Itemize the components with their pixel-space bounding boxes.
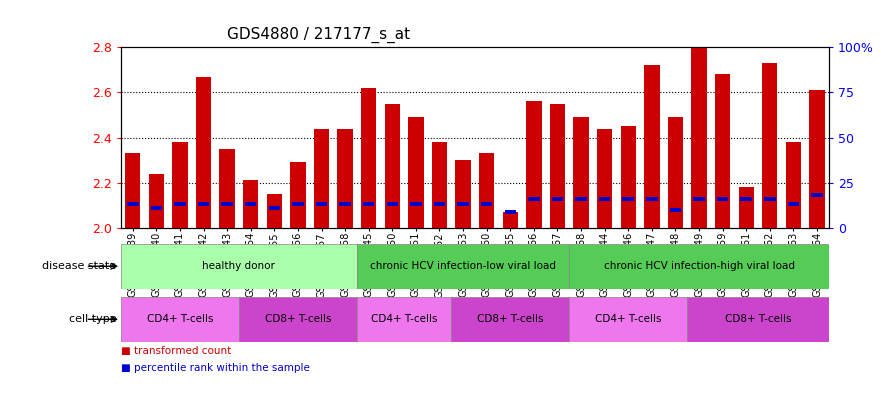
Bar (357, 297, 452, 342)
Bar (125, 153, 141, 228)
Bar (811, 193, 823, 197)
Bar (717, 197, 728, 201)
Bar (172, 142, 187, 228)
Text: chronic HCV infection-high viral load: chronic HCV infection-high viral load (604, 261, 795, 271)
Text: CD8+ T-cells: CD8+ T-cells (264, 314, 332, 324)
Bar (762, 63, 778, 228)
Bar (410, 202, 422, 206)
Bar (550, 104, 565, 228)
Bar (646, 197, 658, 201)
Bar (269, 206, 280, 210)
Bar (220, 149, 235, 228)
Text: CD4+ T-cells: CD4+ T-cells (371, 314, 437, 324)
Text: GDS4880 / 217177_s_at: GDS4880 / 217177_s_at (228, 27, 410, 43)
Bar (121, 244, 357, 289)
Bar (315, 202, 327, 206)
Text: CD4+ T-cells: CD4+ T-cells (595, 314, 661, 324)
Bar (692, 24, 707, 228)
Bar (363, 202, 375, 206)
Bar (503, 212, 518, 228)
Bar (239, 297, 357, 342)
Bar (809, 90, 824, 228)
Bar (455, 160, 470, 228)
Bar (694, 197, 705, 201)
Bar (340, 202, 351, 206)
Bar (786, 142, 801, 228)
Bar (151, 206, 162, 210)
Bar (432, 142, 447, 228)
Bar (221, 202, 233, 206)
Bar (599, 197, 610, 201)
Text: ■ percentile rank within the sample: ■ percentile rank within the sample (121, 364, 310, 373)
Text: disease state: disease state (42, 261, 116, 271)
Bar (357, 244, 569, 289)
Bar (149, 174, 164, 228)
Bar (198, 202, 210, 206)
Bar (338, 129, 353, 228)
Text: cell type: cell type (69, 314, 116, 324)
Bar (788, 202, 799, 206)
Bar (573, 117, 589, 228)
Bar (245, 202, 256, 206)
Bar (715, 74, 730, 228)
Bar (267, 194, 282, 228)
Bar (384, 104, 400, 228)
Bar (621, 126, 636, 228)
Bar (127, 202, 139, 206)
Bar (361, 88, 376, 228)
Bar (504, 209, 516, 214)
Bar (528, 197, 539, 201)
Bar (597, 129, 612, 228)
Bar (623, 197, 634, 201)
Bar (121, 297, 239, 342)
Bar (569, 297, 687, 342)
Bar (738, 187, 754, 228)
Bar (687, 297, 829, 342)
Bar (764, 197, 776, 201)
Bar (452, 297, 569, 342)
Bar (314, 129, 329, 228)
Bar (409, 117, 424, 228)
Bar (292, 202, 304, 206)
Bar (386, 202, 398, 206)
Bar (457, 202, 469, 206)
Bar (575, 197, 587, 201)
Bar (174, 202, 185, 206)
Bar (740, 197, 752, 201)
Text: ■ transformed count: ■ transformed count (121, 346, 231, 356)
Bar (196, 77, 211, 228)
Bar (669, 208, 681, 212)
Bar (479, 153, 495, 228)
Bar (668, 117, 683, 228)
Bar (644, 65, 659, 228)
Text: CD8+ T-cells: CD8+ T-cells (477, 314, 544, 324)
Bar (243, 180, 258, 228)
Bar (569, 244, 829, 289)
Text: CD4+ T-cells: CD4+ T-cells (147, 314, 213, 324)
Bar (552, 197, 564, 201)
Text: healthy donor: healthy donor (202, 261, 275, 271)
Bar (290, 162, 306, 228)
Bar (434, 202, 445, 206)
Bar (481, 202, 493, 206)
Bar (526, 101, 541, 228)
Text: CD8+ T-cells: CD8+ T-cells (725, 314, 791, 324)
Text: chronic HCV infection-low viral load: chronic HCV infection-low viral load (370, 261, 556, 271)
